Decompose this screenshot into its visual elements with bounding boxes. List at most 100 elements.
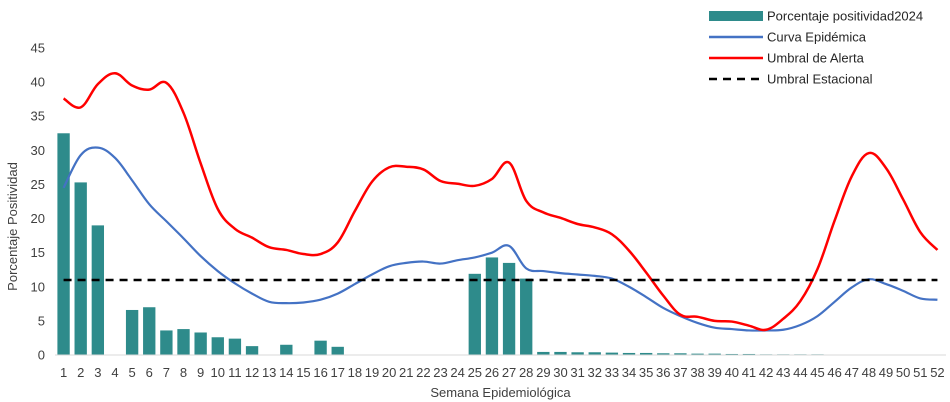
x-tick-label: 30 [553, 365, 567, 380]
x-tick-label: 23 [433, 365, 447, 380]
x-tick-label: 1 [60, 365, 67, 380]
x-tick-label: 39 [707, 365, 721, 380]
x-tick-label: 2 [77, 365, 84, 380]
bar-week-37 [674, 353, 687, 355]
y-tick-label: 45 [31, 41, 45, 56]
x-axis-title: Semana Epidemiológica [430, 385, 571, 400]
x-tick-label: 3 [94, 365, 101, 380]
y-tick-label: 5 [38, 313, 45, 328]
x-tick-label: 11 [228, 365, 242, 380]
x-tick-label: 25 [468, 365, 482, 380]
x-tick-label: 52 [930, 365, 944, 380]
x-tick-label: 21 [399, 365, 413, 380]
x-tick-label: 18 [348, 365, 362, 380]
x-tick-label: 10 [211, 365, 225, 380]
y-tick-label: 20 [31, 211, 45, 226]
x-tick-label: 34 [622, 365, 636, 380]
y-tick-label: 30 [31, 143, 45, 158]
x-tick-label: 48 [862, 365, 876, 380]
bar-week-35 [639, 352, 653, 355]
x-tick-label: 15 [296, 365, 310, 380]
x-tick-label: 32 [588, 365, 602, 380]
bar-week-39 [708, 353, 721, 355]
bar-week-41 [742, 353, 756, 355]
x-tick-label: 45 [810, 365, 824, 380]
bar-week-26 [485, 257, 499, 355]
bar-week-32 [588, 352, 601, 355]
x-tick-label: 36 [656, 365, 670, 380]
x-tick-label: 4 [111, 365, 118, 380]
x-tick-label: 12 [245, 365, 259, 380]
bar-week-5 [125, 309, 139, 355]
x-tick-label: 8 [180, 365, 187, 380]
bar-week-17 [331, 346, 344, 355]
y-tick-label: 35 [31, 109, 45, 124]
x-tick-label: 5 [128, 365, 135, 380]
x-tick-label: 40 [725, 365, 739, 380]
bar-week-36 [657, 353, 670, 355]
bar-week-34 [622, 352, 636, 355]
bar-week-3 [91, 225, 105, 355]
x-tick-label: 50 [896, 365, 910, 380]
bar-week-40 [725, 353, 738, 355]
y-tick-label: 0 [38, 348, 45, 363]
x-tick-label: 43 [776, 365, 790, 380]
y-tick-label: 25 [31, 177, 45, 192]
x-tick-label: 38 [690, 365, 704, 380]
y-tick-label: 10 [31, 279, 45, 294]
x-tick-label: 24 [450, 365, 464, 380]
bar-week-14 [280, 344, 293, 355]
bar-week-30 [554, 351, 567, 355]
legend: Porcentaje positividad2024 Curva Epidémic… [709, 9, 923, 87]
bar-week-2 [74, 182, 87, 355]
legend-swatch [709, 11, 763, 21]
bar-week-16 [314, 340, 327, 355]
lines-layer [62, 71, 939, 332]
x-tick-label: 19 [365, 365, 379, 380]
bar-week-31 [571, 352, 584, 355]
legend-label: Porcentaje positividad2024 [767, 9, 923, 24]
legend-label: Umbral Estacional [767, 72, 873, 87]
y-axis-title: Porcentaje Positividad [5, 162, 20, 291]
x-tick-label: 9 [197, 365, 204, 380]
bar-week-28 [520, 278, 533, 355]
legend-label: Umbral de Alerta [767, 51, 865, 66]
x-tick-label: 47 [845, 365, 859, 380]
line-umbral-de-alerta [62, 71, 939, 332]
bar-week-11 [228, 338, 242, 355]
bar-week-9 [194, 332, 207, 355]
x-tick-label: 16 [313, 365, 327, 380]
line-curva-epidemica [62, 146, 938, 332]
x-tick-label: 6 [146, 365, 153, 380]
y-tick-label: 40 [31, 75, 45, 90]
x-tick-label: 35 [639, 365, 653, 380]
bar-week-7 [160, 330, 173, 355]
x-tick-label: 46 [827, 365, 841, 380]
bar-week-6 [143, 307, 156, 355]
x-tick-label: 33 [605, 365, 619, 380]
y-axis-ticks: 0 5 10 15 20 25 30 35 40 45 [31, 41, 45, 363]
x-tick-label: 49 [879, 365, 893, 380]
x-tick-label: 14 [279, 365, 293, 380]
legend-label: Curva Epidémica [767, 30, 867, 45]
bar-week-27 [502, 262, 516, 355]
x-tick-label: 22 [416, 365, 430, 380]
bar-week-33 [605, 352, 619, 355]
x-tick-label: 37 [673, 365, 687, 380]
bar-week-25 [468, 273, 481, 355]
bars-layer [57, 133, 944, 355]
bar-week-8 [177, 329, 190, 355]
bar-week-38 [691, 353, 704, 355]
x-tick-label: 51 [913, 365, 927, 380]
bar-week-29 [537, 351, 550, 355]
x-tick-label: 26 [485, 365, 499, 380]
x-tick-label: 7 [163, 365, 170, 380]
x-tick-label: 41 [742, 365, 756, 380]
x-tick-label: 42 [759, 365, 773, 380]
x-tick-label: 29 [536, 365, 550, 380]
x-tick-label: 44 [793, 365, 807, 380]
y-tick-label: 15 [31, 245, 45, 260]
x-tick-label: 13 [262, 365, 276, 380]
x-tick-label: 28 [519, 365, 533, 380]
